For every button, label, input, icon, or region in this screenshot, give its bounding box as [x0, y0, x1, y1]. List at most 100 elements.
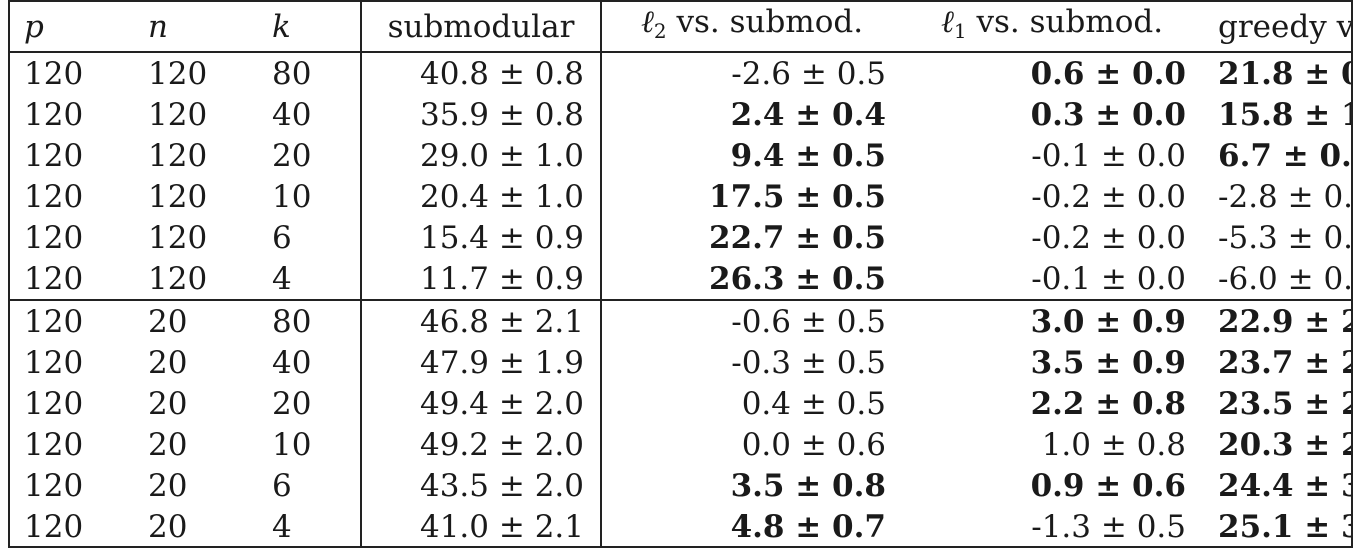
cell-p: 120 — [24, 508, 84, 545]
cell-n: 20 — [148, 508, 188, 545]
cell-n: 120 — [148, 137, 208, 174]
cell-n: 120 — [148, 260, 208, 297]
cell-submodular: 43.5 ± 2.0 — [361, 465, 602, 506]
cell-k: 40 — [256, 342, 362, 383]
cell-n: 20 — [148, 385, 188, 422]
table-row: 120 20 6 43.5 ± 2.0 3.5 ± 0.8 0.9 ± 0.6 24.4 ±… — [10, 465, 1351, 506]
header-l2-subscript: 2 — [653, 19, 667, 43]
cell-p: 120 — [24, 344, 84, 381]
cell-k: 10 — [256, 176, 362, 217]
cell-l1-vs-submod: -0.2 ± 0.0 — [1031, 178, 1186, 215]
cell-l1-vs-submod: 3.0 ± 0.9 — [902, 299, 1202, 342]
cell-greedy-vs-submod: 21.8 ± 0.9 — [1218, 55, 1351, 92]
header-l2-rest: vs. submod. — [666, 4, 864, 40]
cell-l2-vs-submod: 4.8 ± 0.7 — [730, 508, 886, 545]
cell-greedy-vs-submod: 15.8 ± 1.0 — [1218, 96, 1351, 133]
cell-p: 120 — [24, 178, 84, 215]
header-n-label: n — [148, 8, 168, 45]
table-row: 120 120 10 20.4 ± 1.0 17.5 ± 0.5 -0.2 ± 0.0 -2… — [10, 176, 1351, 217]
header-greedy-label: greedy vs. submod. — [1218, 8, 1351, 45]
header-l2-vs-submod: ℓ2 vs. submod. — [601, 2, 902, 53]
table-row: 120 20 4 41.0 ± 2.1 4.8 ± 0.7 -1.3 ± 0.5 25.1 … — [10, 506, 1351, 547]
cell-p: 120 — [24, 219, 84, 256]
cell-k: 4 — [256, 258, 362, 300]
header-submodular: submodular — [361, 2, 602, 53]
header-submodular-label: submodular — [387, 8, 575, 45]
cell-l1-vs-submod: 0.9 ± 0.6 — [1030, 467, 1186, 504]
cell-l2-vs-submod: 26.3 ± 0.5 — [709, 260, 886, 297]
cell-l1-vs-submod: 3.5 ± 0.9 — [1030, 344, 1186, 381]
header-l1-subscript: 1 — [953, 19, 967, 43]
cell-l2-vs-submod: -2.6 ± 0.5 — [731, 55, 886, 92]
table-body: 120 120 80 40.8 ± 0.8 -2.6 ± 0.5 0.6 ± 0.0 21.… — [10, 52, 1351, 547]
cell-l2-vs-submod: -0.6 ± 0.5 — [601, 299, 902, 342]
table-row: 120 120 40 35.9 ± 0.8 2.4 ± 0.4 0.3 ± 0.0 15.8… — [10, 94, 1351, 135]
cell-n: 20 — [148, 426, 188, 463]
cell-n: 120 — [148, 96, 208, 133]
cell-submodular: 49.2 ± 2.0 — [361, 424, 602, 465]
cell-l2-vs-submod: 3.5 ± 0.8 — [730, 467, 886, 504]
cell-p: 120 — [24, 55, 84, 92]
cell-p: 120 — [24, 96, 84, 133]
results-table: p n k submodular ℓ2 vs. submod. ℓ1 vs. s… — [10, 2, 1351, 547]
cell-l2-vs-submod: 22.7 ± 0.5 — [709, 219, 886, 256]
cell-greedy-vs-submod: -2.8 ± 0.8 — [1218, 178, 1351, 215]
cell-p: 120 — [24, 385, 84, 422]
cell-l1-vs-submod: -1.3 ± 0.5 — [1031, 508, 1186, 545]
cell-l2-vs-submod: 17.5 ± 0.5 — [709, 178, 886, 215]
cell-l2-vs-submod: 9.4 ± 0.5 — [730, 137, 886, 174]
cell-submodular: 35.9 ± 0.8 — [361, 94, 602, 135]
cell-greedy-vs-submod: 23.5 ± 2.1 — [1218, 385, 1351, 422]
cell-greedy-vs-submod: 23.7 ± 2.0 — [1218, 344, 1351, 381]
cell-greedy-vs-submod: 24.4 ± 3.0 — [1218, 467, 1351, 504]
table-row: 120 120 6 15.4 ± 0.9 22.7 ± 0.5 -0.2 ± 0.0 -5.… — [10, 217, 1351, 258]
cell-n: 20 — [148, 467, 188, 504]
table-row: 120 120 80 40.8 ± 0.8 -2.6 ± 0.5 0.6 ± 0.0 21.… — [10, 52, 1351, 94]
table-row: 120 20 40 47.9 ± 1.9 -0.3 ± 0.5 3.5 ± 0.9 23.7… — [10, 342, 1351, 383]
cell-submodular: 49.4 ± 2.0 — [361, 383, 602, 424]
cell-l2-vs-submod: 2.4 ± 0.4 — [730, 96, 886, 133]
header-p: p — [10, 2, 132, 53]
cell-p: 120 — [24, 260, 84, 297]
cell-l2-vs-submod: 0.0 ± 0.6 — [741, 426, 886, 463]
cell-greedy-vs-submod: 25.1 ± 3.5 — [1218, 508, 1351, 545]
cell-n: 120 — [148, 55, 208, 92]
cell-k: 6 — [256, 217, 362, 258]
header-l2-symbol: ℓ — [640, 4, 654, 40]
cell-l1-vs-submod: 0.6 ± 0.0 — [1030, 55, 1186, 92]
cell-l2-vs-submod: -0.3 ± 0.5 — [731, 344, 886, 381]
cell-submodular: 11.7 ± 0.9 — [361, 258, 602, 300]
header-k: k — [256, 2, 362, 53]
cell-k: 80 — [256, 299, 362, 342]
results-table-frame: p n k submodular ℓ2 vs. submod. ℓ1 vs. s… — [8, 0, 1353, 548]
cell-n: 20 — [132, 299, 256, 342]
cell-greedy-vs-submod: 20.3 ± 2.6 — [1218, 426, 1351, 463]
header-row: p n k submodular ℓ2 vs. submod. ℓ1 vs. s… — [10, 2, 1351, 53]
table-row: 120 20 80 46.8 ± 2.1 -0.6 ± 0.5 3.0 ± 0.9 22.9… — [10, 299, 1351, 342]
cell-l1-vs-submod: -0.2 ± 0.0 — [1031, 219, 1186, 256]
cell-l1-vs-submod: 2.2 ± 0.8 — [1030, 385, 1186, 422]
cell-l2-vs-submod: 0.4 ± 0.5 — [741, 385, 886, 422]
cell-n: 120 — [148, 178, 208, 215]
header-l1-vs-submod: ℓ1 vs. submod. — [902, 2, 1202, 53]
table-row: 120 20 20 49.4 ± 2.0 0.4 ± 0.5 2.2 ± 0.8 23.5 … — [10, 383, 1351, 424]
cell-l1-vs-submod: -0.1 ± 0.0 — [1031, 137, 1186, 174]
header-k-label: k — [272, 8, 291, 45]
cell-k: 4 — [256, 506, 362, 547]
cell-k: 40 — [256, 94, 362, 135]
header-l1-symbol: ℓ — [940, 4, 954, 40]
cell-n: 20 — [148, 344, 188, 381]
cell-submodular: 15.4 ± 0.9 — [361, 217, 602, 258]
cell-greedy-vs-submod: -6.0 ± 0.8 — [1218, 260, 1351, 297]
cell-submodular: 40.8 ± 0.8 — [361, 52, 602, 94]
cell-n: 120 — [148, 219, 208, 256]
cell-submodular: 29.0 ± 1.0 — [361, 135, 602, 176]
cell-l1-vs-submod: 1.0 ± 0.8 — [1041, 426, 1186, 463]
cell-submodular: 41.0 ± 2.1 — [361, 506, 602, 547]
header-greedy-vs-submod: greedy vs. submod. — [1202, 2, 1351, 53]
cell-greedy-vs-submod: 22.9 ± 2.3 — [1202, 299, 1351, 342]
cell-l1-vs-submod: -0.1 ± 0.0 — [1031, 260, 1186, 297]
table-row: 120 120 20 29.0 ± 1.0 9.4 ± 0.5 -0.1 ± 0.0 6.7… — [10, 135, 1351, 176]
cell-submodular: 47.9 ± 1.9 — [361, 342, 602, 383]
cell-p: 120 — [10, 299, 132, 342]
